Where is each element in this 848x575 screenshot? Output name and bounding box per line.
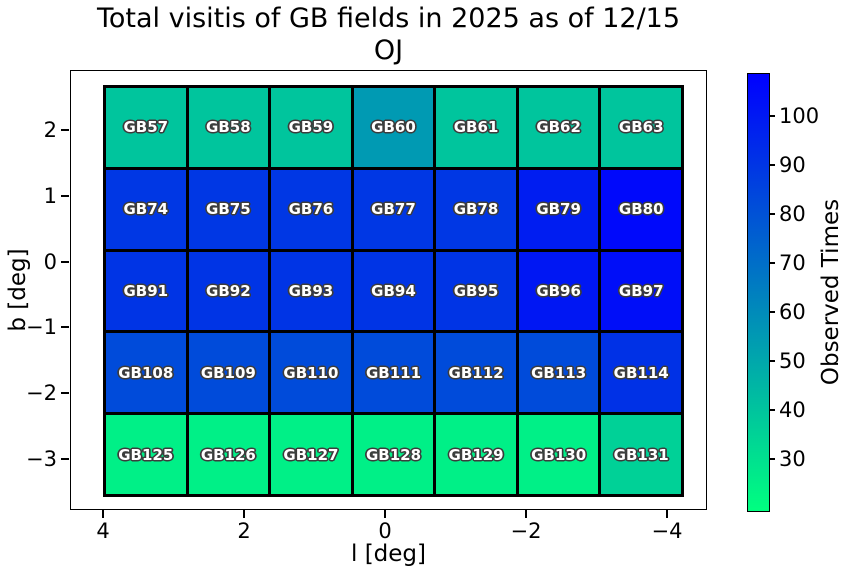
heatmap-cell-GB112: GB112	[436, 333, 516, 413]
y-tick-label: −2	[26, 381, 57, 405]
y-tick-label: 2	[43, 118, 57, 142]
x-tick-label: 2	[237, 519, 251, 543]
heatmap-cell-GB78: GB78	[436, 169, 516, 249]
heatmap-cell-GB129: GB129	[436, 415, 516, 494]
x-tick-mark	[102, 510, 104, 518]
heatmap-cell-GB79: GB79	[518, 169, 599, 249]
y-tick-label: −3	[26, 447, 57, 471]
colorbar-tick-mark	[770, 213, 775, 215]
heatmap-cell-GB111: GB111	[353, 333, 434, 413]
heatmap-cell-GB127: GB127	[271, 415, 351, 494]
y-tick-mark	[61, 195, 69, 197]
heatmap-cell-GB131: GB131	[601, 415, 681, 494]
y-tick-mark	[61, 129, 69, 131]
colorbar	[747, 73, 770, 512]
x-tick-mark	[666, 510, 668, 518]
y-tick-mark	[61, 392, 69, 394]
colorbar-tick-label: 50	[779, 349, 806, 373]
x-tick-label: −4	[651, 519, 683, 543]
heatmap-cell-GB95: GB95	[436, 251, 516, 331]
heatmap-cell-GB128: GB128	[353, 415, 434, 494]
chart-title-line2: OJ	[373, 35, 404, 66]
x-axis-label: l [deg]	[351, 541, 426, 567]
y-tick-label: 1	[43, 184, 57, 208]
colorbar-tick-mark	[770, 311, 775, 313]
colorbar-tick-label: 80	[779, 202, 806, 226]
heatmap-cell-GB96: GB96	[518, 251, 599, 331]
heatmap-cell-GB74: GB74	[106, 169, 186, 249]
colorbar-tick-label: 30	[779, 447, 806, 471]
heatmap-cell-GB76: GB76	[271, 169, 351, 249]
heatmap-cell-GB110: GB110	[271, 333, 351, 413]
y-tick-mark	[61, 326, 69, 328]
colorbar-tick-mark	[770, 262, 775, 264]
heatmap-cell-GB59: GB59	[271, 88, 351, 167]
colorbar-tick-label: 40	[779, 398, 806, 422]
heatmap-cell-GB62: GB62	[518, 88, 599, 167]
heatmap-cell-GB57: GB57	[106, 88, 186, 167]
heatmap-cell-GB108: GB108	[106, 333, 186, 413]
heatmap-cell-GB80: GB80	[601, 169, 681, 249]
colorbar-tick-mark	[770, 360, 775, 362]
heatmap-cell-GB77: GB77	[353, 169, 434, 249]
colorbar-tick-mark	[770, 115, 775, 117]
colorbar-tick-mark	[770, 164, 775, 166]
heatmap-cell-GB114: GB114	[601, 333, 681, 413]
x-tick-label: 4	[96, 519, 110, 543]
colorbar-tick-mark	[770, 409, 775, 411]
y-tick-mark	[61, 458, 69, 460]
x-tick-mark	[384, 510, 386, 518]
heatmap-cell-GB109: GB109	[188, 333, 269, 413]
heatmap-cell-GB61: GB61	[436, 88, 516, 167]
heatmap-cell-GB58: GB58	[188, 88, 269, 167]
chart-title-line1: Total visitis of GB fields in 2025 as of…	[96, 3, 681, 34]
y-tick-label: −1	[26, 315, 57, 339]
heatmap-cell-GB94: GB94	[353, 251, 434, 331]
colorbar-label: Observed Times	[818, 198, 844, 386]
heatmap-cell-GB75: GB75	[188, 169, 269, 249]
x-tick-mark	[243, 510, 245, 518]
heatmap-cell-GB126: GB126	[188, 415, 269, 494]
colorbar-tick-label: 100	[779, 104, 820, 128]
colorbar-tick-mark	[770, 458, 775, 460]
colorbar-tick-label: 90	[779, 153, 806, 177]
heatmap-cell-GB63: GB63	[601, 88, 681, 167]
x-tick-label: 0	[378, 519, 392, 543]
y-tick-mark	[61, 261, 69, 263]
heatmap-cell-GB91: GB91	[106, 251, 186, 331]
heatmap-cell-GB130: GB130	[518, 415, 599, 494]
heatmap-cell-GB92: GB92	[188, 251, 269, 331]
heatmap-cell-GB60: GB60	[353, 88, 434, 167]
heatmap-cell-GB125: GB125	[106, 415, 186, 494]
y-axis-label: b [deg]	[5, 248, 31, 332]
y-tick-label: 0	[43, 250, 57, 274]
heatmap-cell-GB113: GB113	[518, 333, 599, 413]
heatmap-cell-GB97: GB97	[601, 251, 681, 331]
heatmap-grid: GB57 GB58 GB59 GB60 GB61 GB62 GB63 GB74 GB75 GB76…	[103, 85, 684, 497]
x-tick-mark	[525, 510, 527, 518]
x-tick-label: −2	[510, 519, 542, 543]
colorbar-tick-label: 70	[779, 251, 806, 275]
heatmap-cell-GB93: GB93	[271, 251, 351, 331]
colorbar-tick-label: 60	[779, 300, 806, 324]
